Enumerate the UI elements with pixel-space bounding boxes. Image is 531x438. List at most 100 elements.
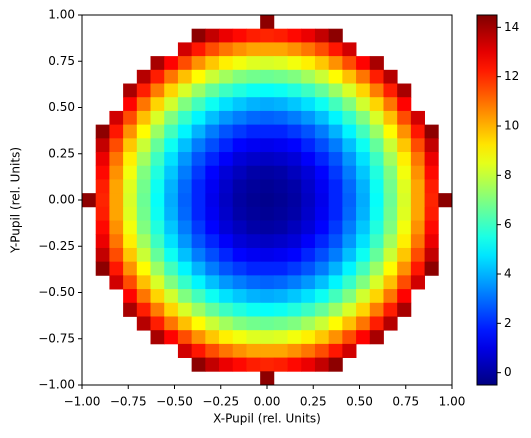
heatmap-cell: [314, 275, 330, 290]
heatmap-cell: [232, 247, 247, 263]
heatmap-cell: [260, 165, 275, 180]
heatmap-cell: [219, 110, 234, 126]
heatmap-cell: [328, 179, 343, 194]
heatmap-cell: [177, 138, 193, 153]
heatmap-cell: [246, 330, 261, 345]
heatmap-cell: [150, 152, 165, 167]
heatmap-cell: [328, 152, 343, 167]
heatmap-cell: [369, 110, 384, 126]
heatmap-cell: [150, 83, 165, 98]
heatmap-cell: [287, 289, 302, 304]
heatmap-cell: [342, 247, 357, 263]
heatmap-cell: [356, 330, 371, 345]
heatmap-cell: [219, 138, 234, 153]
heatmap-cell: [260, 152, 275, 167]
heatmap-cell: [164, 247, 179, 263]
heatmap-cell: [232, 28, 247, 43]
heatmap-cell: [191, 97, 206, 112]
heatmap-cell: [287, 69, 302, 84]
heatmap-cell: [150, 220, 165, 235]
heatmap-cell: [82, 193, 97, 208]
heatmap-cell: [410, 138, 425, 153]
heatmap-cell: [95, 234, 110, 249]
heatmap-cell: [246, 316, 261, 331]
heatmap-cell: [150, 179, 165, 194]
heatmap-cell: [191, 261, 206, 276]
heatmap-cell: [177, 247, 193, 263]
x-tick-label: 0.75: [392, 395, 419, 409]
heatmap-cell: [191, 220, 206, 235]
heatmap-cell: [260, 261, 275, 276]
heatmap-cell: [177, 97, 193, 112]
heatmap-cell: [246, 206, 261, 221]
heatmap-cell: [301, 138, 316, 153]
heatmap-cell: [109, 165, 124, 180]
heatmap-cell: [273, 330, 288, 345]
heatmap-cell: [287, 206, 302, 221]
heatmap-cell: [328, 302, 343, 317]
heatmap-cell: [164, 83, 179, 98]
heatmap-cell: [136, 302, 151, 317]
heatmap-cell: [232, 124, 247, 139]
heatmap-cell: [314, 234, 330, 249]
heatmap-cell: [301, 343, 316, 358]
heatmap-cell: [328, 42, 343, 57]
heatmap-cell: [232, 152, 247, 167]
heatmap-cell: [424, 165, 439, 180]
heatmap-cell: [246, 275, 261, 290]
heatmap-cell: [232, 220, 247, 235]
heatmap-cell: [246, 124, 261, 139]
y-tick-label: 1.00: [48, 8, 75, 22]
heatmap-cell: [397, 289, 412, 304]
heatmap-cell: [136, 179, 151, 194]
heatmap-cell: [342, 206, 357, 221]
heatmap-cell: [424, 261, 439, 276]
heatmap-cell: [150, 69, 165, 84]
heatmap-cell: [314, 206, 330, 221]
heatmap-cell: [205, 69, 220, 84]
heatmap-cell: [205, 302, 220, 317]
heatmap-cell: [342, 220, 357, 235]
heatmap-cell: [205, 275, 220, 290]
heatmap-cell: [260, 179, 275, 194]
heatmap-cell: [164, 261, 179, 276]
heatmap-cell: [219, 83, 234, 98]
heatmap-cell: [328, 261, 343, 276]
heatmap-cell: [356, 152, 371, 167]
x-tick-label: −0.50: [156, 395, 193, 409]
heatmap-cell: [150, 275, 165, 290]
heatmap-cell: [287, 193, 302, 208]
heatmap-cell: [219, 316, 234, 331]
heatmap-cell: [342, 289, 357, 304]
heatmap-cell: [205, 206, 220, 221]
colorbar-tick-label: 14: [504, 20, 519, 34]
heatmap-cell: [260, 28, 275, 43]
heatmap-cell: [191, 152, 206, 167]
heatmap-cell: [328, 193, 343, 208]
heatmap-cell: [109, 261, 124, 276]
heatmap-cell: [369, 261, 384, 276]
heatmap-cell: [260, 275, 275, 290]
heatmap-cell: [369, 193, 384, 208]
y-tick-label: 0.75: [48, 54, 75, 68]
heatmap-cell: [301, 97, 316, 112]
heatmap-cell: [123, 179, 138, 194]
heatmap-cell: [150, 316, 165, 331]
heatmap-cell: [246, 83, 261, 98]
heatmap-cell: [260, 220, 275, 235]
y-tick-label: 0.25: [48, 146, 75, 160]
heatmap-cell: [150, 97, 165, 112]
heatmap-cell: [314, 220, 330, 235]
colorbar-tick-label: 2: [504, 316, 512, 330]
heatmap-cell: [287, 220, 302, 235]
heatmap-cell: [177, 124, 193, 139]
heatmap-cell: [301, 261, 316, 276]
heatmap-cell: [150, 110, 165, 126]
heatmap-cell: [287, 247, 302, 263]
heatmap-cell: [232, 343, 247, 358]
heatmap-cell: [246, 152, 261, 167]
heatmap-cell: [287, 97, 302, 112]
heatmap-cell: [273, 42, 288, 57]
heatmap-cell: [287, 165, 302, 180]
heatmap-cell: [136, 206, 151, 221]
